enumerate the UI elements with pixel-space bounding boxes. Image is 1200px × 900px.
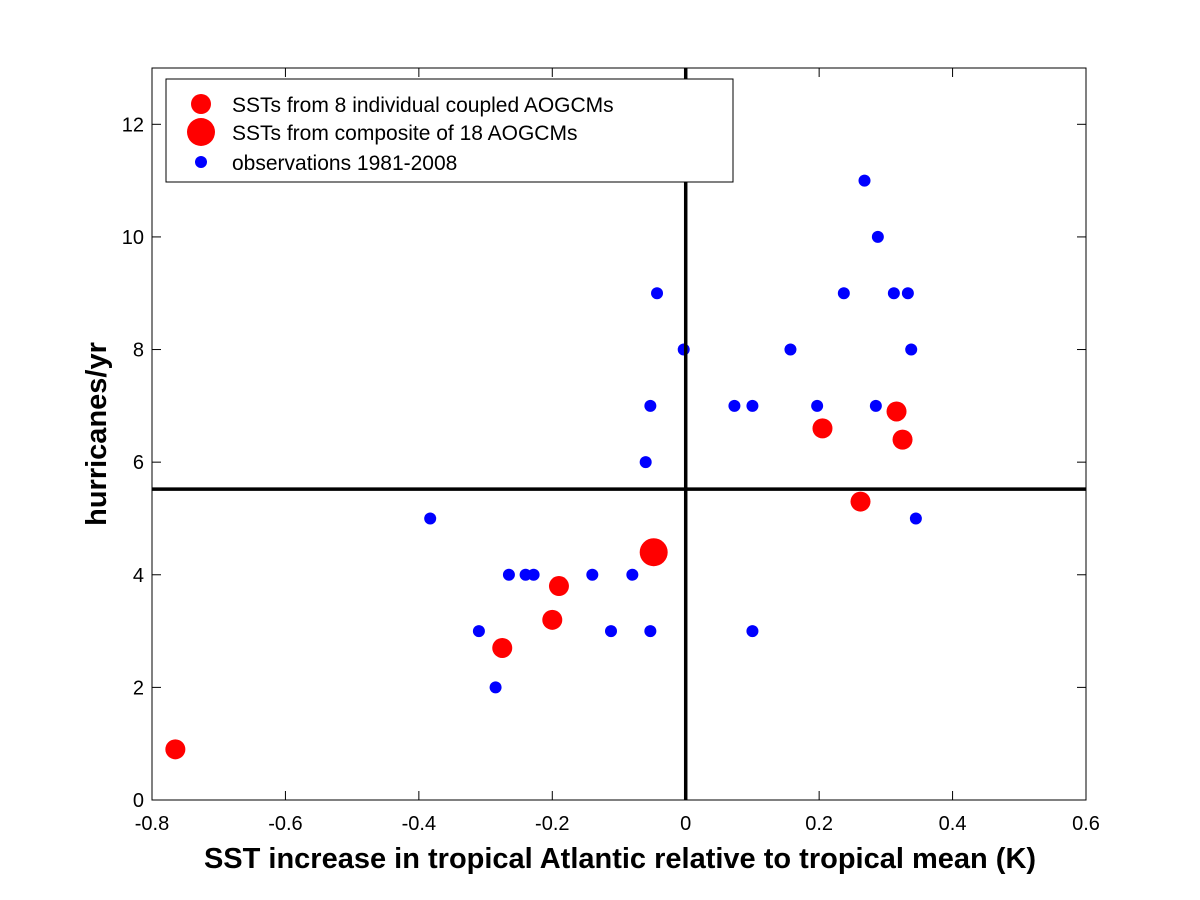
x-tick-label-4: 0 [680,813,691,835]
data-point-s2-6 [586,568,599,581]
x-tick-label-1: -0.6 [268,813,302,835]
y-axis-label: hurricanes/yr [81,342,113,526]
data-point-s2-14 [728,399,741,412]
y-tick-label-0: 0 [133,790,144,812]
data-point-s2-23 [887,287,900,300]
data-point-s2-25 [905,343,918,356]
legend-marker-1 [187,118,215,146]
y-tick-label-6: 12 [122,114,144,136]
data-point-s2-5 [527,568,540,581]
data-point-s0-1 [492,637,513,658]
data-marks [165,174,922,760]
data-point-s0-3 [548,576,569,597]
x-tick-label-7: 0.6 [1072,813,1100,835]
data-point-s2-26 [909,512,922,525]
legend: SSTs from 8 individual coupled AOGCMs SST… [165,78,734,183]
data-point-s2-20 [858,174,871,187]
data-point-s2-3 [502,568,515,581]
data-point-s0-2 [542,609,563,630]
x-tick-label-6: 0.4 [939,813,967,835]
y-tick-label-1: 2 [133,677,144,699]
reference-lines [152,68,1086,800]
data-point-s2-1 [472,625,485,638]
data-point-s1-0 [639,538,668,567]
data-point-s2-8 [626,568,639,581]
data-point-s2-22 [871,230,884,243]
y-tick-label-3: 6 [133,452,144,474]
data-point-s2-7 [604,625,617,638]
x-tick-label-3: -0.2 [535,813,569,835]
y-tick-label-2: 4 [133,565,144,587]
data-point-s0-0 [165,739,186,760]
data-point-s2-16 [746,625,759,638]
legend-marker-2 [195,156,207,168]
tick-labels: -0.8 -0.6 -0.4 -0.2 0 0.2 0.4 0.6 0 2 4 6 8 10 12 [122,114,1100,835]
x-tick-label-2: -0.4 [402,813,436,835]
legend-label-1: SSTs from composite of 18 AOGCMs [232,122,577,145]
data-point-s2-10 [644,399,657,412]
plot-frame [151,67,1087,801]
data-point-s2-2 [489,681,502,694]
data-point-s0-5 [850,491,871,512]
data-point-s0-6 [886,401,907,422]
data-point-s2-11 [644,625,657,638]
data-point-s2-0 [424,512,437,525]
legend-box [165,78,734,183]
data-point-s0-7 [892,429,913,450]
legend-label-0: SSTs from 8 individual coupled AOGCMs [232,94,614,117]
x-axis-label: SST increase in tropical Atlantic relati… [204,843,1036,875]
data-point-s2-15 [746,399,759,412]
data-point-s2-12 [651,287,664,300]
data-point-s2-19 [837,287,850,300]
x-tick-label-0: -0.8 [135,813,169,835]
data-point-s2-21 [869,399,882,412]
data-point-s2-17 [784,343,797,356]
y-tick-label-5: 10 [122,227,144,249]
axes [151,67,1087,801]
legend-marker-0 [191,94,211,114]
data-point-s2-24 [901,287,914,300]
data-point-s2-18 [811,399,824,412]
data-point-s2-13 [677,343,690,356]
y-tick-label-4: 8 [133,340,144,362]
x-tick-label-5: 0.2 [805,813,833,835]
data-point-s2-9 [639,456,652,469]
data-point-s0-4 [812,418,833,439]
legend-label-2: observations 1981-2008 [232,152,457,175]
